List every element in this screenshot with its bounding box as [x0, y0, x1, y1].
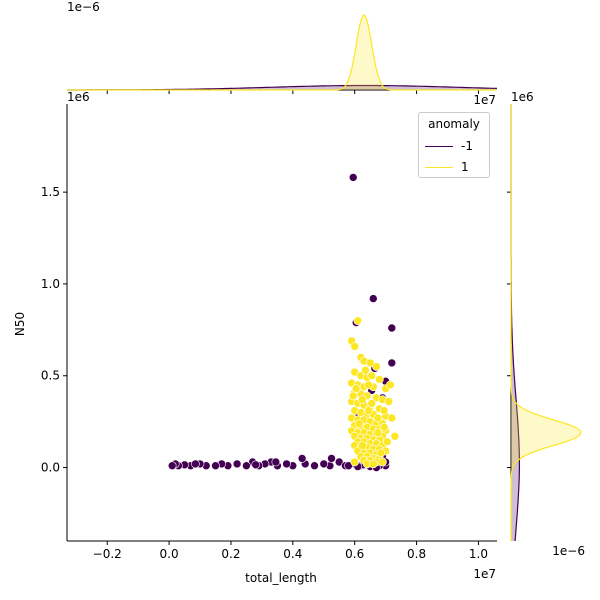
- legend-swatch-one: [425, 166, 453, 168]
- legend-item-minus-one: -1: [425, 138, 473, 154]
- x-tick-label: −0.2: [93, 547, 122, 561]
- y-axis-label: N50: [13, 312, 27, 336]
- point-anomaly-minus-one: [167, 461, 177, 471]
- point-anomaly-minus-one: [211, 461, 220, 471]
- point-anomaly-minus-one: [344, 461, 353, 471]
- legend-item-one: 1: [425, 159, 469, 175]
- point-anomaly-one: [351, 384, 361, 393]
- point-anomaly-one: [372, 362, 381, 371]
- point-anomaly-minus-one: [242, 461, 251, 471]
- point-anomaly-one: [379, 406, 389, 415]
- scatter-points: [167, 173, 400, 472]
- marginal-x-kde-one: [67, 14, 497, 91]
- point-anomaly-minus-one: [327, 454, 336, 463]
- point-anomaly-minus-one: [271, 457, 281, 467]
- point-anomaly-minus-one: [368, 294, 378, 303]
- point-anomaly-one: [361, 365, 370, 375]
- point-anomaly-one: [378, 457, 387, 467]
- point-anomaly-one: [385, 380, 395, 390]
- legend-swatch-minus-one: [425, 145, 453, 147]
- point-anomaly-minus-one: [251, 460, 260, 470]
- point-anomaly-minus-one: [191, 459, 200, 469]
- point-anomaly-one: [384, 397, 394, 406]
- point-anomaly-one: [350, 457, 360, 467]
- point-anomaly-one: [365, 358, 375, 368]
- x-tick-label: 0.8: [407, 547, 426, 561]
- point-anomaly-one: [382, 437, 392, 447]
- x-tick-label: 0.6: [345, 547, 364, 561]
- point-anomaly-one: [375, 375, 384, 384]
- point-anomaly-one: [353, 316, 363, 326]
- y-tick-label: 0.5: [41, 369, 60, 383]
- point-anomaly-minus-one: [282, 459, 291, 469]
- x-tick-label: 0.2: [221, 547, 240, 561]
- marginal-y-axes: [507, 104, 582, 542]
- point-anomaly-one: [350, 342, 360, 351]
- y-tick-label: 1.5: [41, 185, 60, 199]
- point-anomaly-one: [373, 428, 383, 438]
- x-tick-label: 1.0: [469, 547, 488, 561]
- marginal-x-fill-minus-one: [67, 85, 497, 90]
- point-anomaly-one: [358, 395, 367, 404]
- main-axes: −0.2 0.0 0.2 0.4 0.6 0.8 1.0 0.0 0.5 1.0 1.5: [41, 104, 497, 561]
- marginal-y-fill-minus-one: [511, 104, 520, 541]
- marginal-y-kde-one: [510, 104, 582, 541]
- point-anomaly-one: [368, 459, 378, 469]
- point-anomaly-minus-one: [232, 459, 242, 469]
- marginal-top-x-offset-label: 1e7: [473, 93, 496, 107]
- marginal-x-axes: [67, 14, 498, 94]
- point-anomaly-one: [354, 419, 364, 428]
- x-axis-label: total_length: [245, 571, 317, 585]
- y-tick-label: 0.0: [41, 461, 60, 475]
- marginal-y-fill-one: [511, 104, 581, 541]
- point-anomaly-one: [376, 448, 386, 458]
- point-anomaly-minus-one: [319, 459, 329, 469]
- marginal-right-density-offset-label: 1e−6: [552, 544, 585, 558]
- legend-label-minus-one: -1: [461, 139, 473, 153]
- marginal-x-fill-one: [67, 15, 497, 91]
- marginal-top-offset-label: 1e−6: [67, 0, 100, 14]
- point-anomaly-one: [364, 406, 373, 415]
- point-anomaly-one: [364, 380, 373, 390]
- x-tick-label: 0.0: [160, 547, 179, 561]
- marginal-right-offset-label: 1e6: [511, 90, 534, 104]
- x-tick-label: 0.4: [283, 547, 302, 561]
- legend: anomaly -1 1: [418, 112, 490, 178]
- point-anomaly-minus-one: [310, 461, 319, 471]
- x-offset-label: 1e7: [473, 567, 496, 581]
- point-anomaly-minus-one: [387, 358, 397, 368]
- point-anomaly-one: [348, 391, 358, 401]
- point-anomaly-one: [390, 431, 400, 441]
- y-tick-label: 1.0: [41, 277, 60, 291]
- point-anomaly-one: [358, 441, 367, 450]
- point-anomaly-one: [379, 422, 389, 432]
- point-anomaly-one: [367, 398, 377, 408]
- legend-label-one: 1: [461, 160, 469, 174]
- legend-title: anomaly: [428, 117, 480, 131]
- point-anomaly-minus-one: [297, 454, 307, 463]
- point-anomaly-one: [387, 413, 397, 423]
- y-offset-label: 1e6: [67, 90, 90, 104]
- point-anomaly-minus-one: [387, 323, 397, 333]
- point-anomaly-minus-one: [334, 457, 344, 467]
- point-anomaly-one: [373, 413, 383, 423]
- point-anomaly-minus-one: [348, 173, 358, 182]
- point-anomaly-one: [367, 371, 377, 381]
